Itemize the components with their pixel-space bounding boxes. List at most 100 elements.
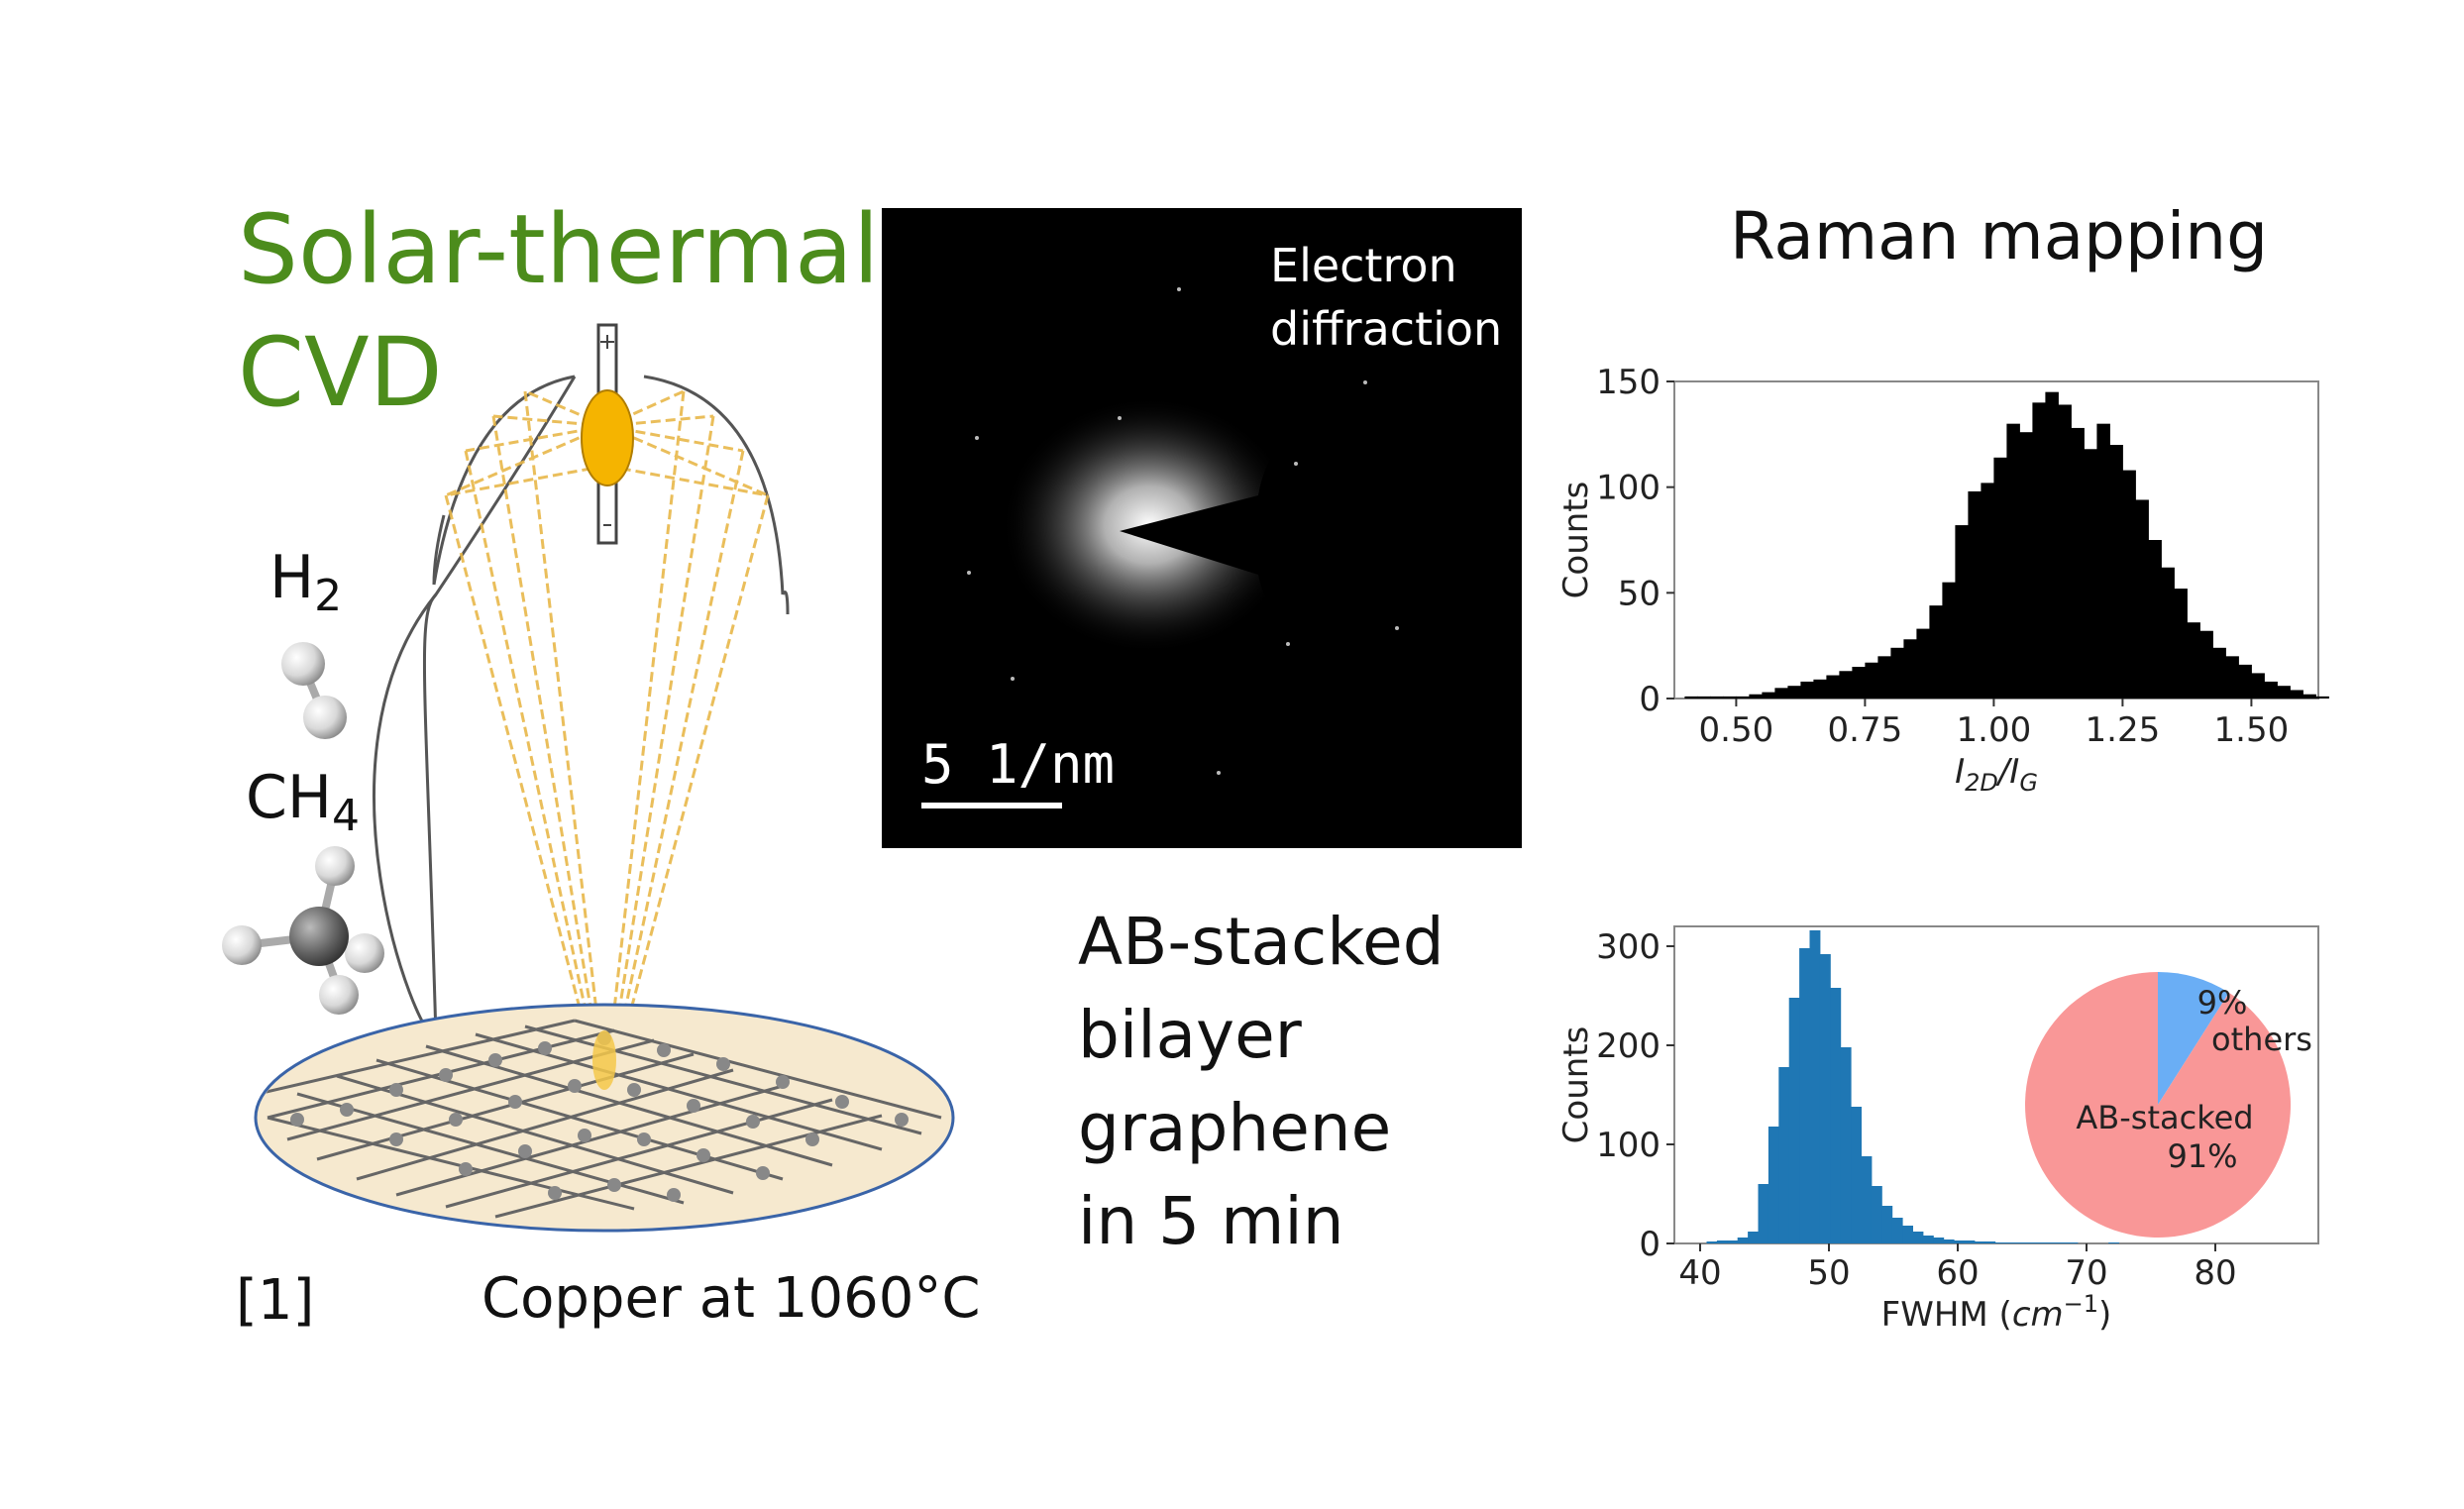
result-line-4: in 5 min bbox=[1078, 1183, 1344, 1259]
result-line-3: graphene bbox=[1078, 1090, 1392, 1166]
pie-pct-label-others: 9% bbox=[2197, 984, 2248, 1022]
pie-slice-ab-stacked bbox=[2025, 972, 2291, 1238]
pie-slice-others bbox=[2158, 972, 2229, 1105]
histogram-bar bbox=[1799, 948, 1810, 1243]
y-tick-label: 200 bbox=[1596, 1026, 1661, 1066]
histogram-bar bbox=[1861, 1156, 1873, 1243]
histogram-bar bbox=[1902, 1226, 1913, 1243]
histogram-bar bbox=[1697, 696, 1711, 699]
histogram-bar bbox=[2046, 1242, 2058, 1243]
histogram-bar bbox=[1830, 988, 1842, 1243]
lamp-icon bbox=[581, 323, 634, 545]
substrate-label: Copper at 1060°C bbox=[482, 1266, 981, 1331]
histogram-bar bbox=[1955, 525, 1969, 699]
histogram-bar bbox=[2096, 423, 2110, 699]
x-tick-label: 0.75 bbox=[1828, 710, 1903, 750]
histogram-bar bbox=[2109, 445, 2123, 699]
x-axis-label: I2D/IG bbox=[1955, 752, 2038, 793]
histogram-bar bbox=[2084, 449, 2097, 699]
y-tick-label: 150 bbox=[1596, 363, 1661, 402]
histogram-bar bbox=[1758, 1184, 1769, 1243]
diffraction-label: Electron diffraction bbox=[1270, 234, 1502, 361]
histogram-bar bbox=[1778, 1067, 1790, 1243]
histogram-bar bbox=[2058, 404, 2072, 699]
x-tick-label: 1.25 bbox=[2086, 710, 2161, 750]
histogram-bar bbox=[2025, 1242, 2037, 1243]
histogram-bar bbox=[1852, 667, 1866, 699]
histogram-bar bbox=[2005, 1242, 2016, 1243]
histogram-bar bbox=[2187, 622, 2200, 699]
histogram-bar bbox=[1787, 686, 1801, 699]
histogram-bar bbox=[1871, 1186, 1882, 1243]
histogram-bar bbox=[2199, 630, 2213, 699]
histogram-bar bbox=[2122, 470, 2136, 699]
histogram-bar bbox=[2303, 694, 2316, 699]
histogram-bar bbox=[1964, 1240, 1976, 1243]
histogram-bar bbox=[1942, 582, 1956, 699]
histogram-bar bbox=[2174, 589, 2188, 699]
histogram-bar bbox=[1839, 671, 1853, 699]
histogram-bar bbox=[2067, 1242, 2079, 1243]
solar-cvd-illustration bbox=[222, 323, 955, 1233]
reference-label: [1] bbox=[236, 1268, 315, 1333]
ch4-label: CH4 bbox=[246, 763, 361, 841]
histogram-bar bbox=[1727, 1240, 1739, 1243]
title-line-1: Solar-thermal bbox=[238, 194, 880, 305]
x-tick-label: 1.00 bbox=[1957, 710, 2032, 750]
histogram-bar bbox=[2277, 686, 2291, 699]
x-tick-label: 60 bbox=[1936, 1253, 1979, 1293]
histogram-bar bbox=[2071, 427, 2085, 699]
y-tick-label: 100 bbox=[1596, 1126, 1661, 1165]
y-axis-label: Counts bbox=[1556, 1026, 1596, 1144]
histogram-bar bbox=[1922, 1236, 1934, 1243]
histogram-bar bbox=[2032, 402, 2046, 699]
histogram-bar bbox=[1933, 1238, 1945, 1243]
pie-pct-label-ab-stacked: 91% bbox=[2167, 1137, 2237, 1175]
histogram-bar bbox=[2290, 690, 2303, 699]
y-tick-label: 300 bbox=[1596, 927, 1661, 967]
pie-label-others: others bbox=[2211, 1021, 2312, 1058]
x-tick-label: 40 bbox=[1678, 1253, 1721, 1293]
histogram-bar bbox=[1800, 681, 1814, 699]
diffraction-pattern bbox=[967, 287, 1522, 775]
histogram-bar bbox=[1788, 998, 1800, 1243]
y-tick-label: 100 bbox=[1596, 469, 1661, 508]
y-axis-label: Counts bbox=[1556, 482, 1596, 599]
histogram-bar bbox=[2225, 656, 2239, 699]
histogram-bar bbox=[1840, 1047, 1852, 1243]
histogram-bar bbox=[1968, 490, 1982, 699]
histogram-bar bbox=[1706, 1241, 1718, 1243]
pie-label-ab-stacked: AB-stacked bbox=[2076, 1099, 2253, 1136]
reflector-mirror bbox=[373, 376, 577, 1040]
histogram-bar bbox=[2045, 391, 2059, 699]
histogram-bar bbox=[2251, 673, 2265, 699]
scale-bar bbox=[921, 803, 1062, 808]
histogram-bar bbox=[1748, 1232, 1759, 1243]
reflector-mirror-outline bbox=[432, 375, 576, 586]
histogram-bar bbox=[1984, 1241, 1996, 1243]
histogram-bar bbox=[1749, 694, 1763, 699]
histogram-bar bbox=[2264, 681, 2278, 699]
histogram-bar bbox=[1993, 457, 2007, 699]
histogram-bar bbox=[1943, 1240, 1955, 1243]
histogram-bar bbox=[2148, 540, 2162, 699]
ratio-histogram-chart: 0.50 0.75 1.00 1.25 1.50 0 50 100 150 Co… bbox=[1556, 363, 2329, 793]
histogram-bar bbox=[1684, 696, 1698, 699]
histogram-bar bbox=[2238, 664, 2252, 699]
histogram-bar bbox=[1994, 1242, 2006, 1243]
histogram-bar bbox=[1710, 696, 1724, 699]
histogram-bar bbox=[2315, 696, 2329, 699]
histogram-bar bbox=[2212, 647, 2226, 699]
histogram-bar bbox=[1826, 675, 1840, 699]
histogram-bar bbox=[1954, 1240, 1965, 1243]
histogram-bar bbox=[1723, 696, 1737, 699]
histogram-bar bbox=[1774, 688, 1788, 699]
histogram-bar bbox=[2161, 567, 2175, 699]
histogram-bar bbox=[2135, 499, 2149, 699]
x-tick-label: 70 bbox=[2065, 1253, 2107, 1293]
title-line-2: CVD bbox=[238, 317, 443, 428]
result-line-1: AB-stacked bbox=[1078, 904, 1445, 980]
histogram-bar bbox=[1881, 1206, 1893, 1243]
focal-spot bbox=[592, 1030, 616, 1090]
histogram-bar bbox=[2036, 1242, 2048, 1243]
